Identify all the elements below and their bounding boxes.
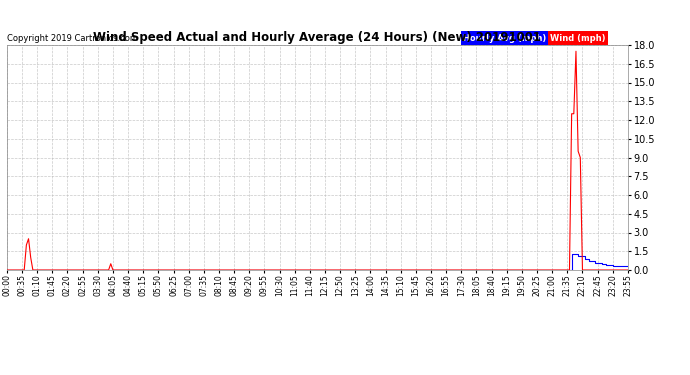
Text: Hourly Avg (mph): Hourly Avg (mph) (464, 34, 546, 43)
Text: Copyright 2019 Cartronics.com: Copyright 2019 Cartronics.com (7, 34, 138, 43)
Title: Wind Speed Actual and Hourly Average (24 Hours) (New) 20191001: Wind Speed Actual and Hourly Average (24… (93, 31, 542, 44)
Text: Wind (mph): Wind (mph) (551, 34, 606, 43)
